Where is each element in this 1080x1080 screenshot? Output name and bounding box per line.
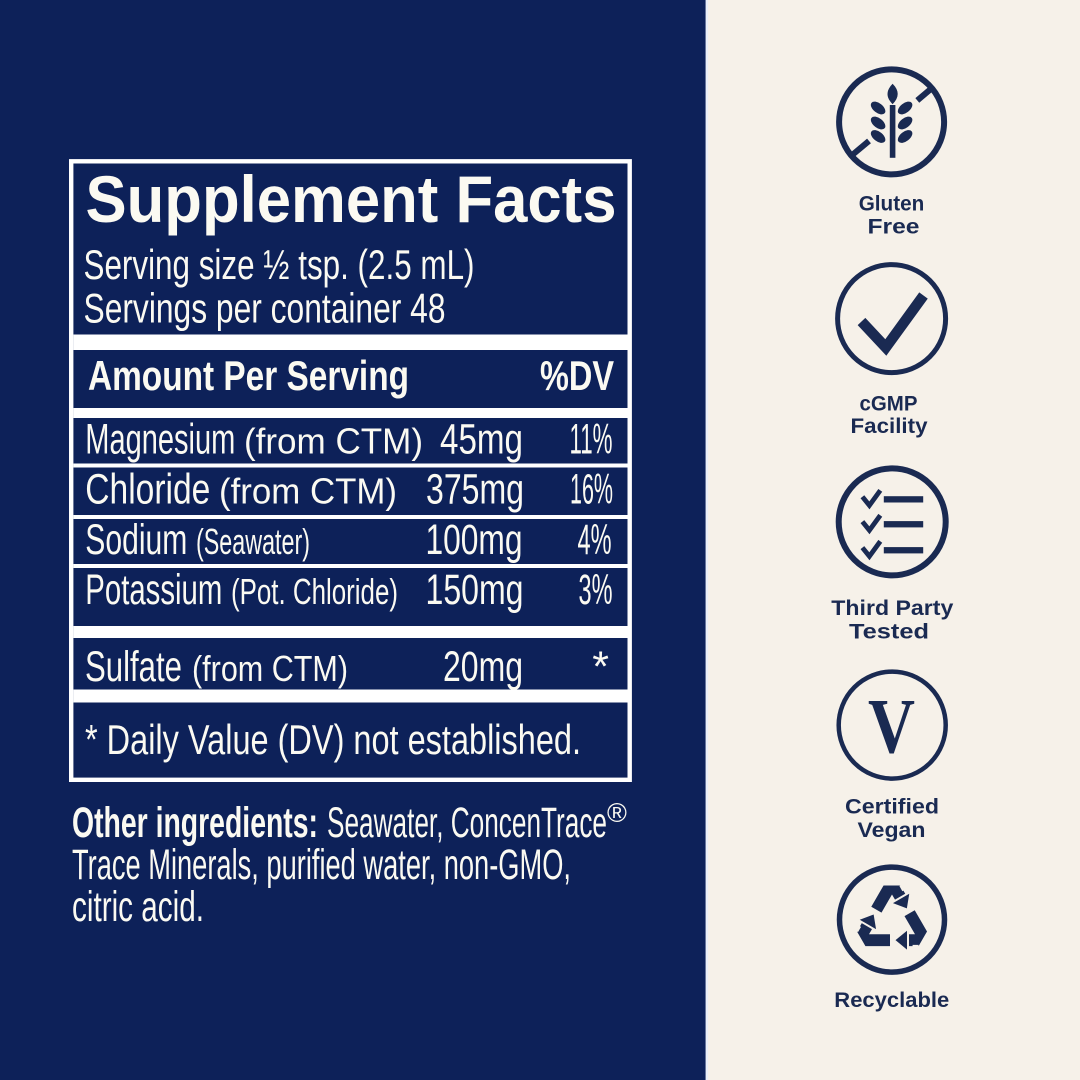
svg-text:16%: 16% [570,466,613,514]
svg-text:Potassium: Potassium [85,566,222,614]
svg-text:45mg: 45mg [440,416,523,464]
svg-text:Serving size ½ tsp. (2.5 mL): Serving size ½ tsp. (2.5 mL) [84,241,475,288]
svg-text:Certified: Certified [845,795,939,819]
svg-text:(Seawater): (Seawater) [196,521,310,562]
svg-text:®: ® [607,798,627,828]
svg-text:Facility: Facility [851,414,928,438]
svg-text:Third Party: Third Party [831,596,953,620]
svg-text:Supplement Facts: Supplement Facts [86,162,617,236]
svg-text:Free: Free [868,215,920,239]
svg-text:20mg: 20mg [443,643,523,691]
svg-text:(Pot. Chloride): (Pot. Chloride) [231,571,398,612]
svg-text:Servings per container 48: Servings per container 48 [84,285,446,332]
svg-text:3%: 3% [579,566,613,614]
svg-text:Gluten: Gluten [859,192,925,216]
svg-text:(from CTM): (from CTM) [192,648,348,689]
svg-text:11%: 11% [570,416,613,464]
svg-text:Sodium: Sodium [85,516,187,564]
svg-text:Seawater, ConcenTrace: Seawater, ConcenTrace [327,799,607,847]
svg-text:Other ingredients:: Other ingredients: [72,799,318,847]
svg-text:*: * [592,643,609,691]
svg-text:Trace Minerals, purified water: Trace Minerals, purified water, non-GMO, [72,841,571,889]
svg-text:Sulfate: Sulfate [85,643,182,691]
svg-text:Chloride: Chloride [85,466,210,514]
svg-text:citric acid.: citric acid. [72,883,204,931]
svg-text:%DV: %DV [540,352,614,399]
svg-text:cGMP: cGMP [860,392,918,416]
svg-text:V: V [868,683,915,770]
svg-text:4%: 4% [578,516,612,564]
svg-text:100mg: 100mg [426,516,523,564]
svg-text:(from CTM): (from CTM) [219,471,397,512]
svg-text:375mg: 375mg [426,466,524,514]
svg-text:Magnesium: Magnesium [85,416,235,464]
svg-text:Recyclable: Recyclable [834,988,949,1012]
svg-text:* Daily Value (DV) not establi: * Daily Value (DV) not established. [85,716,581,763]
svg-text:Tested: Tested [849,620,929,644]
svg-text:Vegan: Vegan [858,818,926,842]
svg-text:(from CTM): (from CTM) [244,421,423,462]
svg-text:Amount Per Serving: Amount Per Serving [88,352,409,399]
svg-text:150mg: 150mg [426,566,524,614]
